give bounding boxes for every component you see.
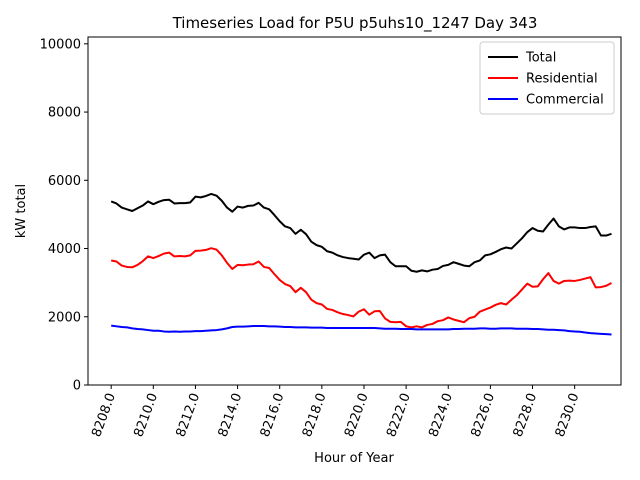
legend-box [479, 41, 615, 115]
legend-label-commercial: Commercial [526, 93, 604, 108]
series-line-residential [110, 247, 612, 329]
series-layer [110, 192, 612, 336]
y-tick-label: 2000 [48, 310, 81, 325]
y-tick-label: 0 [73, 379, 81, 394]
series-line-commercial [111, 324, 612, 336]
y-tick-label: 10000 [40, 37, 81, 52]
series-line-total [110, 192, 612, 273]
chart-title: Timeseries Load for P5U p5uhs10_1247 Day… [172, 14, 538, 33]
x-axis-label: Hour of Year [314, 451, 394, 466]
legend-entries: Total Residential Commercial [488, 51, 604, 108]
plot-frame [87, 36, 622, 386]
legend-label-total: Total [525, 51, 556, 66]
legend: Total Residential Commercial [479, 41, 615, 115]
y-tick-label: 8000 [48, 106, 81, 121]
y-tick-label: 6000 [48, 174, 81, 189]
y-tick-label: 4000 [48, 242, 81, 257]
y-axis-label: kW total [14, 184, 29, 238]
y-axis-ticks: 0 2000 4000 6000 8000 10000 [40, 37, 88, 394]
legend-label-residential: Residential [526, 72, 598, 87]
